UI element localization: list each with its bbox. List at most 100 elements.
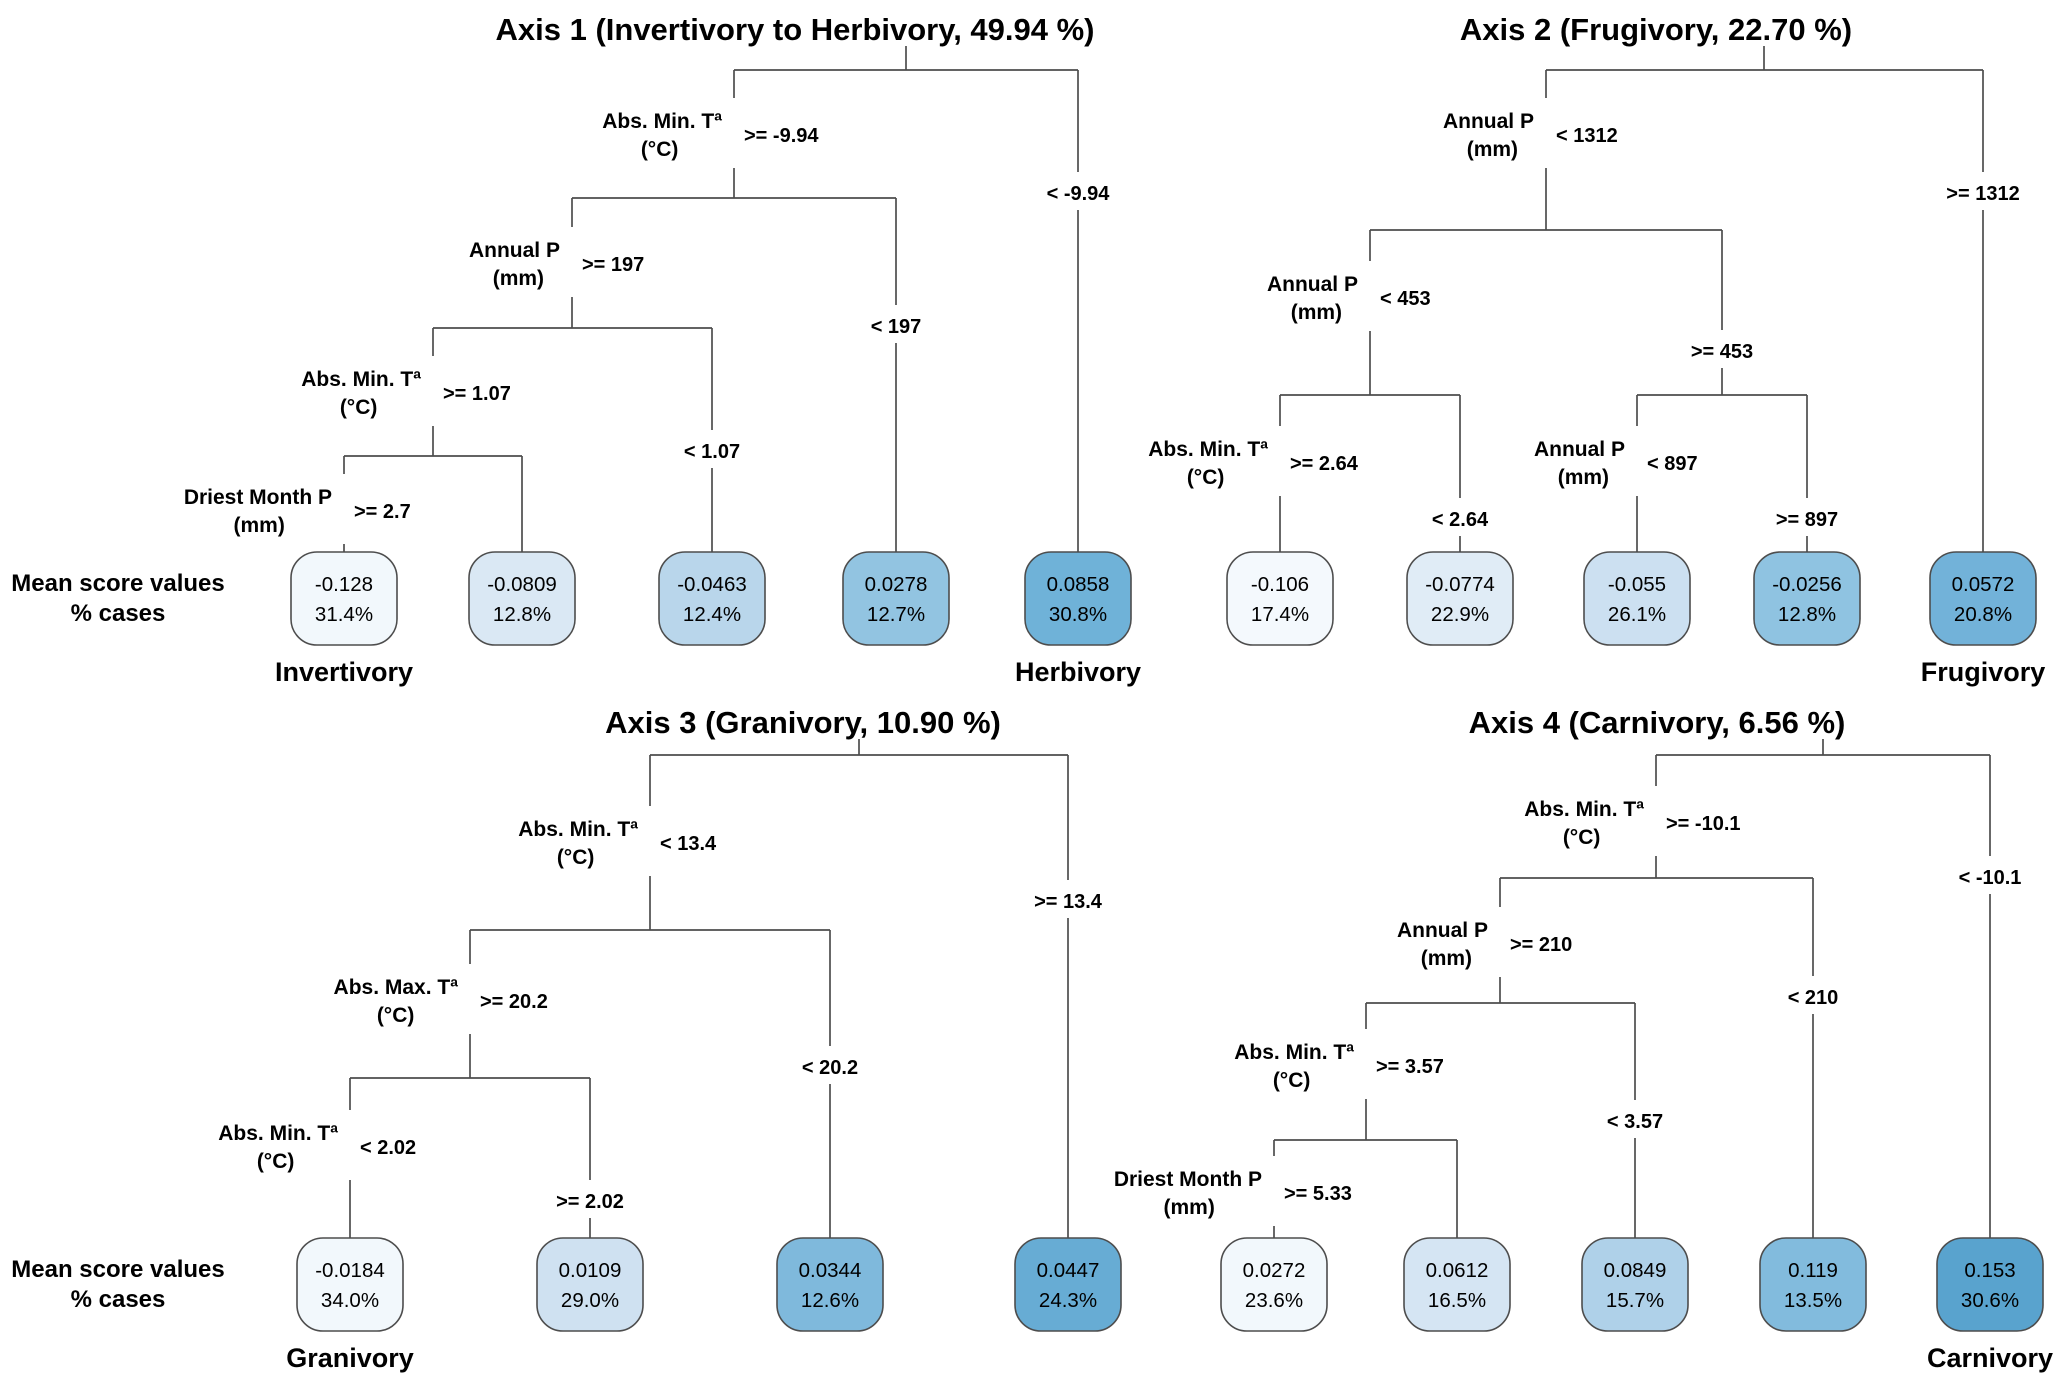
leaf-node: -0.0256 12.8% xyxy=(1753,551,1861,646)
split-variable: Driest Month P xyxy=(1114,1168,1262,1191)
split-variable-unit: (mm) xyxy=(234,514,285,537)
tree-axis3: Axis 3 (Granivory, 10.90 %) Abs. Min. Tª (… xyxy=(218,705,1122,1373)
split-variable: Abs. Min. Tª xyxy=(1524,798,1644,821)
leaf-percent-cases: 17.4% xyxy=(1251,603,1309,626)
leaf-box xyxy=(1403,1237,1511,1332)
leaf-box xyxy=(1759,1237,1867,1332)
leaf-percent-cases: 24.3% xyxy=(1039,1289,1097,1312)
split-variable: Abs. Min. Tª xyxy=(1148,438,1268,461)
leaf-node: 0.0109 29.0% xyxy=(536,1237,644,1332)
leaf-mean-score: -0.0809 xyxy=(487,573,557,596)
leaf-box xyxy=(290,551,398,646)
leaf-category-label: Invertivory xyxy=(275,657,413,687)
leaf-box xyxy=(296,1237,404,1332)
leaf-percent-cases: 31.4% xyxy=(315,603,373,626)
leaf-mean-score: 0.0109 xyxy=(559,1259,622,1282)
split-variable: Abs. Min. Tª xyxy=(602,110,722,133)
leaf-box xyxy=(1226,551,1334,646)
leaf-box xyxy=(536,1237,644,1332)
split-variable: Abs. Max. Tª xyxy=(334,976,459,999)
leaf-percent-cases: 23.6% xyxy=(1245,1289,1303,1312)
split-condition-left: < 13.4 xyxy=(660,833,717,855)
leaf-node: -0.0774 22.9% xyxy=(1406,551,1514,646)
leaf-mean-score: -0.0256 xyxy=(1772,573,1842,596)
split-variable-unit: (mm) xyxy=(1467,138,1518,161)
leaf-box xyxy=(1583,551,1691,646)
leaf-percent-cases: 30.8% xyxy=(1049,603,1107,626)
leaf-category-label: Herbivory xyxy=(1015,657,1141,687)
leaf-box xyxy=(776,1237,884,1332)
split-variable: Annual P xyxy=(469,239,560,262)
tree-axis4: Axis 4 (Carnivory, 6.56 %) Abs. Min. Tª (°… xyxy=(1114,705,2053,1373)
leaf-mean-score: 0.0344 xyxy=(799,1259,862,1282)
leaf-mean-score: 0.153 xyxy=(1964,1259,2015,1282)
split-variable-unit: (°C) xyxy=(1273,1069,1311,1092)
split-variable: Annual P xyxy=(1443,110,1534,133)
leaf-box xyxy=(1406,551,1514,646)
leaf-category-label: Carnivory xyxy=(1927,1343,2053,1373)
leaf-node: -0.055 26.1% xyxy=(1583,551,1691,646)
split-variable: Abs. Min. Tª xyxy=(301,368,421,391)
leaf-node: 0.0858 30.8% Herbivory xyxy=(1015,551,1141,687)
split-condition-left: >= 2.7 xyxy=(354,501,411,523)
split-condition-right: < 197 xyxy=(871,316,922,338)
split-condition-left: < 1312 xyxy=(1556,125,1618,147)
split-variable-unit: (°C) xyxy=(257,1150,295,1173)
split-condition-right: < 1.07 xyxy=(684,441,740,463)
split-condition-left: >= 2.64 xyxy=(1290,453,1359,475)
leaf-box xyxy=(842,551,950,646)
leaf-mean-score: 0.0272 xyxy=(1243,1259,1306,1282)
split-condition-right: < -9.94 xyxy=(1047,183,1111,205)
split-condition-right: < 2.64 xyxy=(1432,509,1489,531)
leaf-percent-cases: 12.4% xyxy=(683,603,741,626)
split-variable: Annual P xyxy=(1534,438,1625,461)
split-variable-unit: (°C) xyxy=(557,846,595,869)
axis1-title: Axis 1 (Invertivory to Herbivory, 49.94 … xyxy=(496,12,1095,47)
leaf-mean-score: 0.0858 xyxy=(1047,573,1110,596)
leaf-box xyxy=(1929,551,2037,646)
leaf-node: 0.0272 23.6% xyxy=(1220,1237,1328,1332)
row-label-bottom: Mean score values % cases xyxy=(11,1256,224,1313)
leaf-box xyxy=(658,551,766,646)
split-condition-left: >= 1.07 xyxy=(443,383,511,405)
split-condition-right: < 210 xyxy=(1788,987,1839,1009)
split-variable: Annual P xyxy=(1397,919,1488,942)
leaf-percent-cases: 29.0% xyxy=(561,1289,619,1312)
leaf-mean-score: 0.0572 xyxy=(1952,573,2015,596)
split-variable-unit: (mm) xyxy=(1164,1196,1215,1219)
split-condition-left: >= 5.33 xyxy=(1284,1183,1352,1205)
leaf-mean-score: -0.0184 xyxy=(315,1259,385,1282)
leaf-box xyxy=(1753,551,1861,646)
leaf-mean-score: -0.128 xyxy=(315,573,373,596)
leaf-percent-cases: 30.6% xyxy=(1961,1289,2019,1312)
split-variable-unit: (mm) xyxy=(1421,947,1472,970)
split-condition-right: >= 2.02 xyxy=(556,1191,624,1213)
leaf-node: 0.0612 16.5% xyxy=(1403,1237,1511,1332)
split-variable: Abs. Min. Tª xyxy=(518,818,638,841)
leaf-mean-score: 0.119 xyxy=(1788,1259,1838,1282)
leaf-percent-cases: 12.6% xyxy=(801,1289,859,1312)
leaf-node: 0.119 13.5% xyxy=(1759,1237,1867,1332)
row-label-line2: % cases xyxy=(71,600,166,627)
leaf-box xyxy=(1936,1237,2044,1332)
split-condition-left: < 897 xyxy=(1647,453,1698,475)
leaf-mean-score: -0.055 xyxy=(1608,573,1666,596)
leaf-category-label: Granivory xyxy=(286,1343,414,1373)
tree-axis1: Axis 1 (Invertivory to Herbivory, 49.94 … xyxy=(184,12,1141,687)
split-condition-right: >= 1312 xyxy=(1946,183,2019,205)
split-variable: Abs. Min. Tª xyxy=(218,1122,338,1145)
row-label-line1: Mean score values xyxy=(11,570,224,597)
split-condition-right: < 3.57 xyxy=(1607,1111,1663,1133)
axis4-title: Axis 4 (Carnivory, 6.56 %) xyxy=(1469,705,1846,740)
split-variable: Abs. Min. Tª xyxy=(1234,1041,1354,1064)
leaf-percent-cases: 12.8% xyxy=(1778,603,1836,626)
leaf-box xyxy=(1220,1237,1328,1332)
leaf-percent-cases: 13.5% xyxy=(1784,1289,1842,1312)
leaf-mean-score: 0.0612 xyxy=(1426,1259,1489,1282)
split-variable-unit: (mm) xyxy=(1291,301,1342,324)
split-condition-left: >= 20.2 xyxy=(480,991,548,1013)
leaf-node: 0.0447 24.3% xyxy=(1014,1237,1122,1332)
leaf-percent-cases: 12.8% xyxy=(493,603,551,626)
leaf-box xyxy=(1014,1237,1122,1332)
